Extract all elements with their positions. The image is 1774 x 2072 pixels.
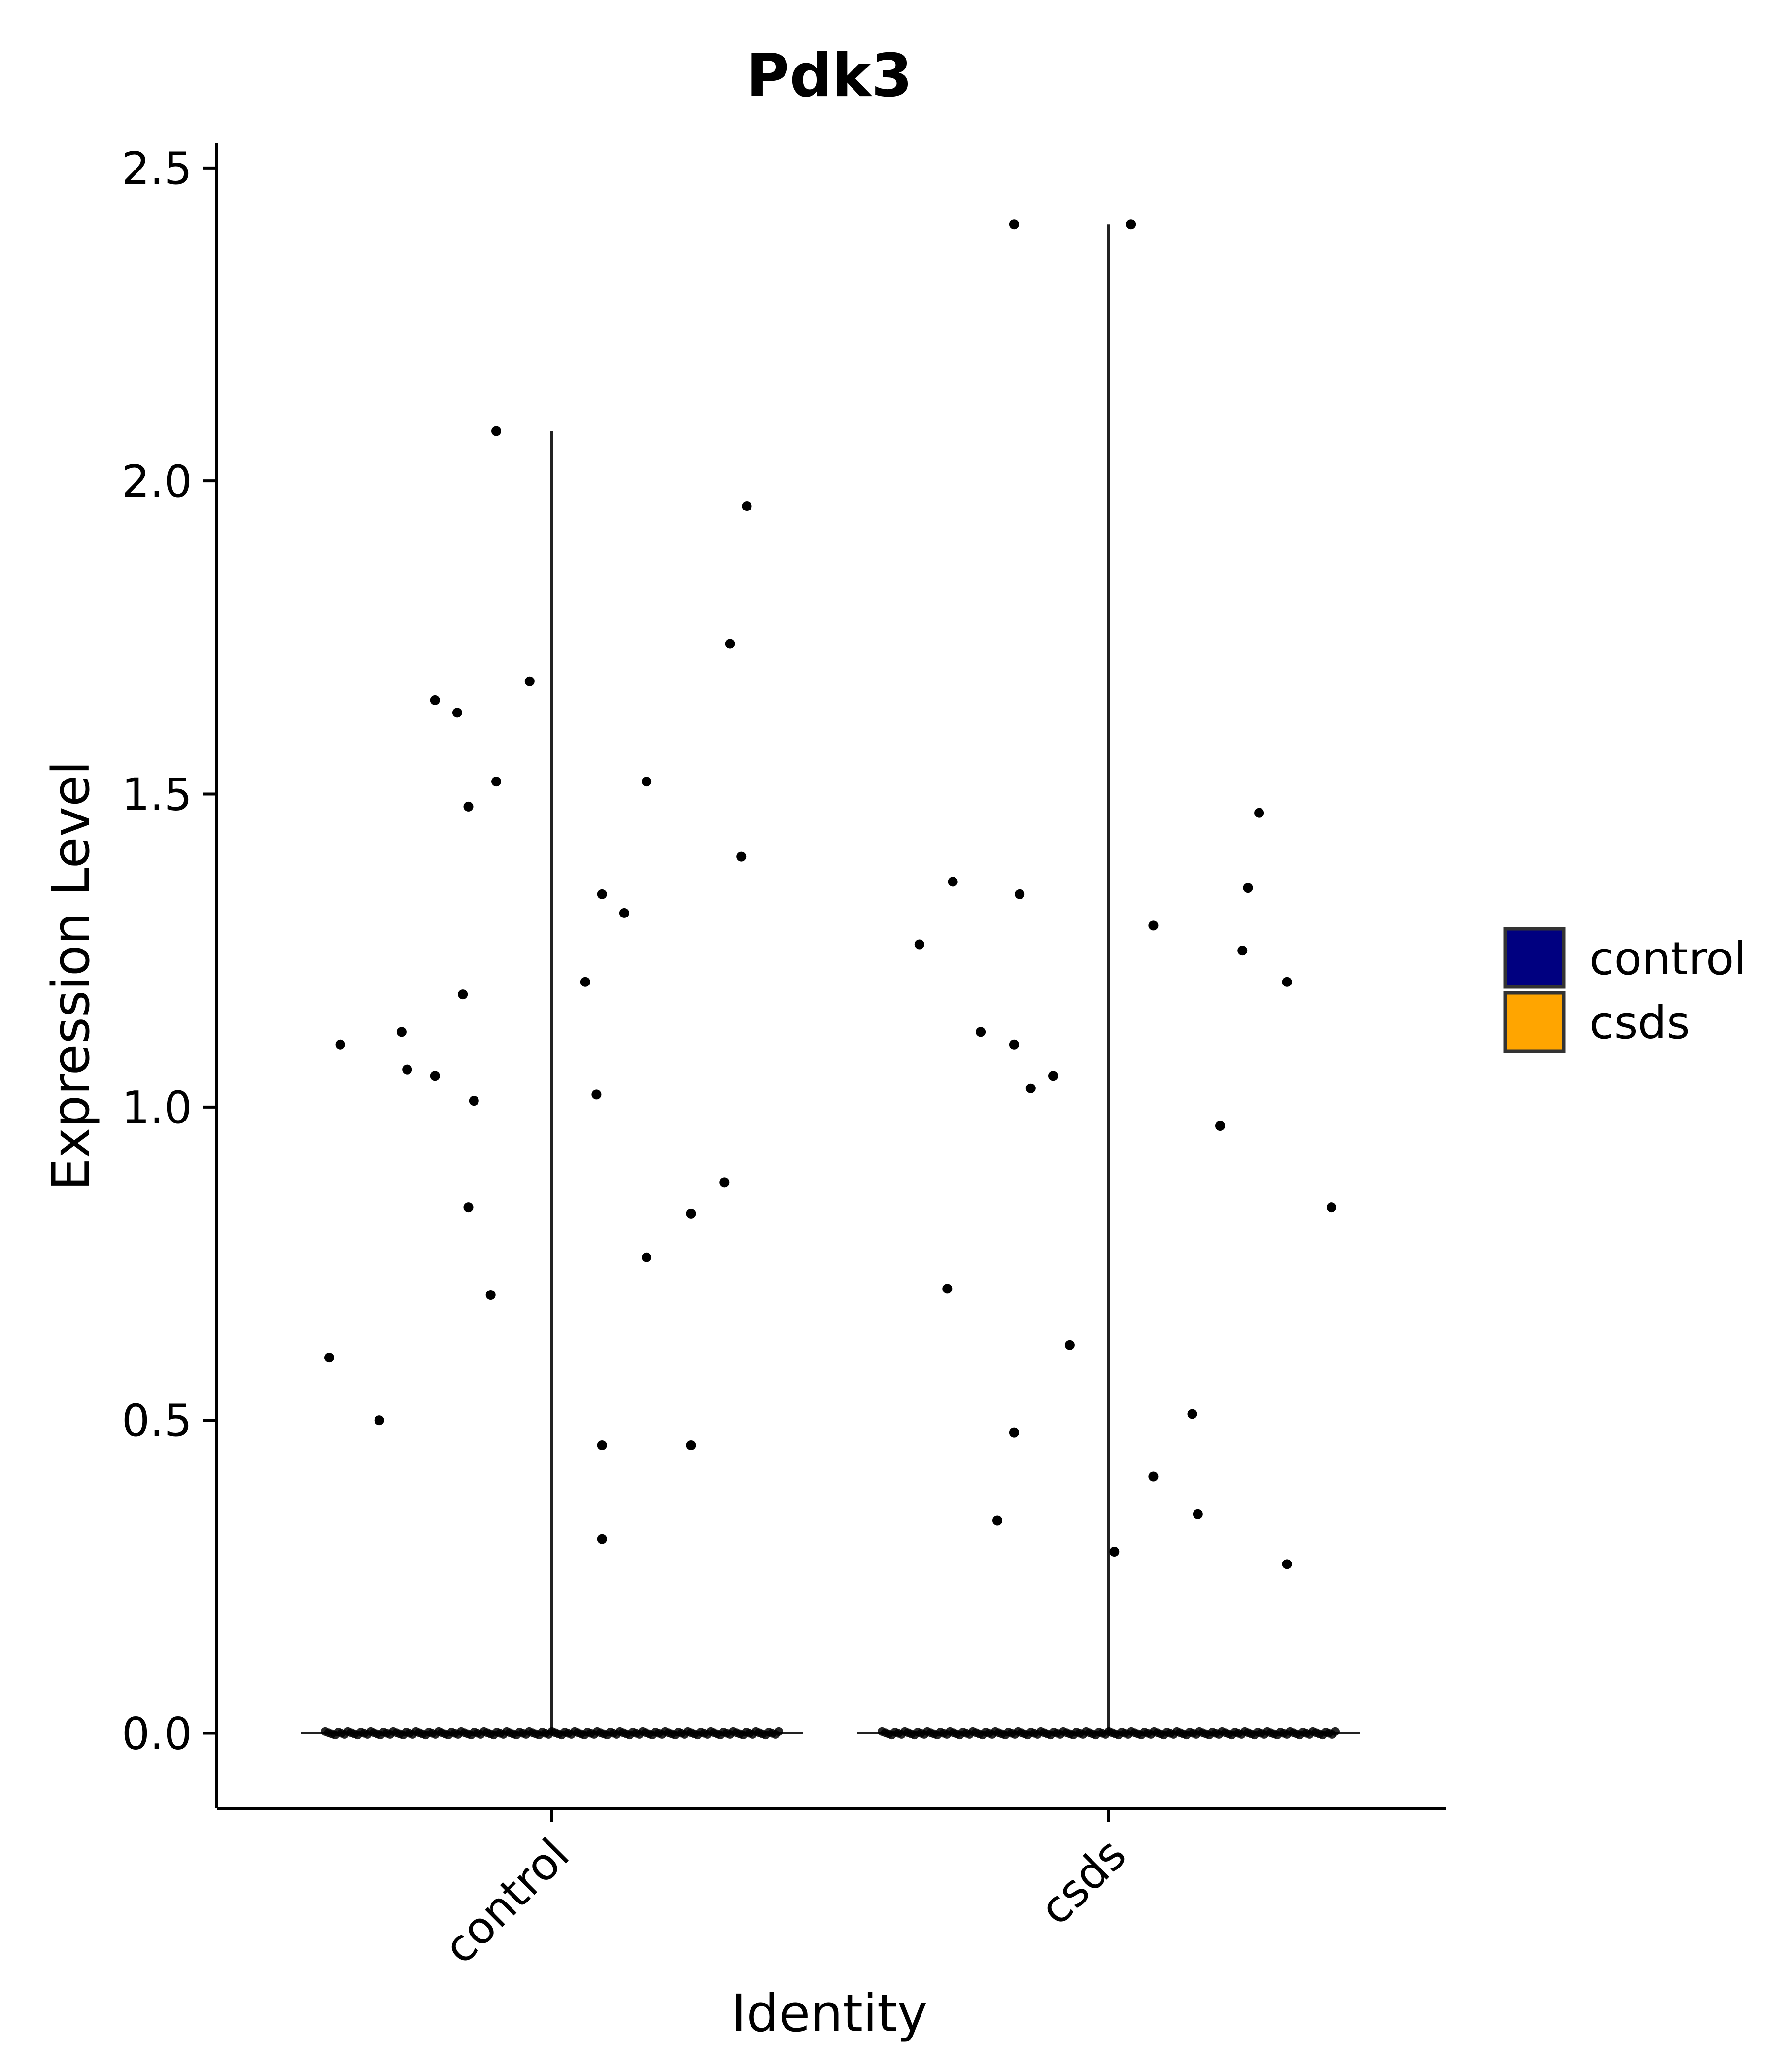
data-point [1282,977,1292,987]
data-point [491,426,501,436]
data-point [1187,1409,1197,1419]
data-point [452,708,462,718]
legend-label-control: control [1589,932,1746,985]
data-point [1148,920,1159,931]
data-point [1009,1427,1019,1438]
data-point [736,851,747,862]
legend: control csds [1503,927,1746,1053]
zero-point [774,1727,783,1736]
data-point [485,1290,496,1300]
data-point [374,1415,384,1426]
data-point [686,1208,696,1219]
data-point [1025,1083,1036,1093]
data-point [1148,1471,1159,1482]
data-point [463,1202,474,1213]
y-tick-label: 0.5 [122,1395,192,1447]
data-point [948,877,958,887]
zero-points-control [321,1727,783,1740]
data-point [1237,946,1248,956]
data-point [742,501,752,511]
data-point [591,1089,602,1100]
data-point [1126,219,1136,230]
chart-title: Pdk3 [746,42,912,110]
data-point [1109,1547,1120,1557]
plot-area [301,219,1360,1740]
axes: 0.0 0.5 1.0 1.5 2.0 2.5 control csds [122,143,1446,1974]
x-tick-label: control [434,1829,580,1974]
data-point [914,939,924,950]
data-point [725,639,735,649]
y-tick-label: 1.0 [122,1082,192,1134]
zero-points-csds [878,1727,1340,1740]
data-point [1048,1071,1058,1081]
data-point [335,1039,345,1050]
data-point [642,777,652,787]
x-axis-title: Identity [731,1983,928,2043]
zero-point [1331,1727,1340,1736]
data-point [976,1027,986,1037]
legend-swatch-control [1503,927,1566,989]
data-point [1009,219,1019,230]
y-tick-label: 0.0 [122,1708,192,1760]
data-point [1064,1340,1075,1350]
data-point [524,676,535,686]
data-point [1009,1039,1019,1050]
data-point [597,889,607,899]
data-point [1282,1559,1292,1569]
data-point [1015,889,1025,899]
data-point [597,1440,607,1451]
data-point [469,1096,479,1106]
data-point [619,908,629,918]
points-csds [914,219,1336,1569]
y-axis-title: Expression Level [41,761,101,1190]
data-point [458,989,468,1000]
data-point [1193,1509,1203,1519]
data-point [1215,1121,1225,1131]
data-point [396,1027,407,1037]
data-point [597,1534,607,1544]
data-point [719,1177,730,1188]
data-point [491,777,501,787]
data-point [402,1064,412,1075]
x-tick-label: csds [1030,1829,1136,1935]
y-tick-label: 2.5 [122,143,192,195]
legend-label-csds: csds [1589,996,1690,1049]
data-point [580,977,590,987]
data-point [992,1515,1002,1526]
data-point [686,1440,696,1451]
points-control [324,426,752,1544]
data-point [1327,1202,1336,1213]
y-tick-label: 1.5 [122,769,192,821]
data-point [430,695,440,705]
data-point [942,1284,953,1294]
data-point [430,1071,440,1081]
y-tick-label: 2.0 [122,456,192,508]
data-point [1254,808,1264,818]
data-point [1243,883,1253,893]
data-point [463,801,474,812]
legend-swatch-csds [1503,991,1566,1053]
data-point [642,1252,652,1262]
data-point [324,1353,334,1363]
